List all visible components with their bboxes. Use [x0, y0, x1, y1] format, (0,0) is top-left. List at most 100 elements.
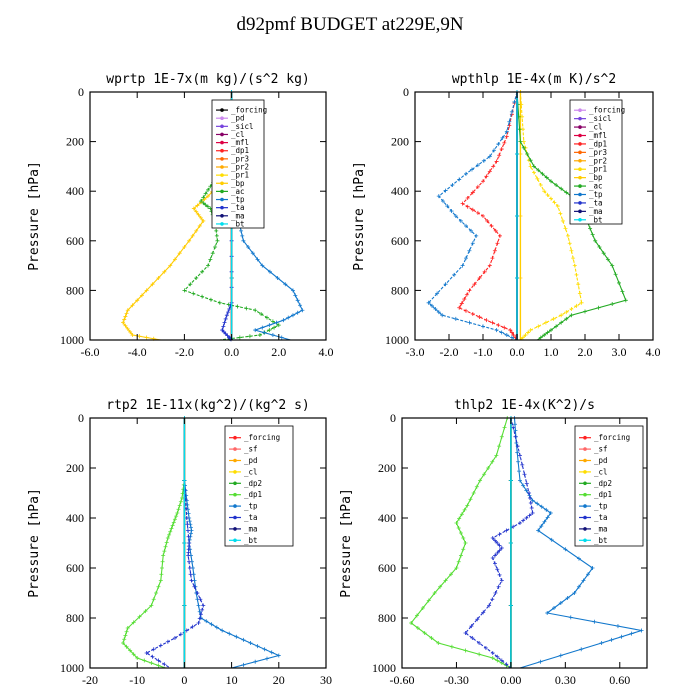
- series-point-tp: [586, 572, 591, 577]
- series-point-dp1: [509, 330, 514, 335]
- series-point-dp1: [457, 305, 462, 310]
- series-point-ac: [267, 328, 272, 333]
- legend-entry: _forcing: [231, 106, 267, 115]
- x-tick-label: 0.0: [224, 345, 239, 359]
- series-point-ta: [165, 639, 170, 644]
- series-point-bp: [125, 326, 130, 331]
- y-tick-label: 0: [390, 411, 396, 425]
- series-point-ta: [527, 491, 532, 495]
- legend-entry: _pr2: [589, 156, 607, 165]
- series-point-ac: [549, 179, 553, 184]
- series-point-ac: [194, 276, 199, 280]
- series-point-dp1: [131, 620, 136, 625]
- legend-marker: [233, 481, 237, 486]
- series-point-ac: [528, 158, 533, 163]
- x-tick-label: 4.0: [319, 345, 334, 359]
- series-point-ta: [158, 643, 163, 648]
- series-point-tp: [545, 515, 550, 520]
- series-point-ta: [172, 636, 177, 640]
- series-point-pr1: [563, 226, 568, 231]
- series-point-ta: [490, 651, 495, 655]
- y-tick-label: 200: [66, 135, 84, 149]
- series-point-ta: [521, 518, 526, 523]
- series-point-dp1: [175, 511, 180, 515]
- legend-marker: [578, 108, 582, 113]
- series-point-tp: [469, 167, 474, 172]
- series-point-ta: [493, 553, 498, 558]
- series-point-dp1: [154, 591, 159, 595]
- y-tick-label: 800: [66, 283, 84, 297]
- series-point-pr1: [535, 176, 540, 181]
- series-point-tp: [433, 307, 438, 311]
- series-point-dp1: [481, 179, 485, 184]
- series-point-pr1: [559, 313, 564, 318]
- series-point-ac: [217, 300, 222, 305]
- series-point-ta: [151, 647, 156, 652]
- legend-marker: [220, 222, 224, 226]
- legend-marker: [578, 158, 582, 163]
- series-point-ac: [554, 324, 559, 329]
- series-point-tp: [449, 209, 454, 214]
- legend-marker: [578, 217, 582, 222]
- series-line-tp: [427, 91, 518, 341]
- series-point-tp: [619, 634, 624, 639]
- series-point-dp1: [470, 207, 475, 212]
- series-point-dp1: [502, 325, 507, 330]
- series-point-tp: [504, 333, 509, 338]
- series-point-pr1: [571, 256, 576, 261]
- y-tick-label: 600: [66, 234, 84, 248]
- series-point-tp: [494, 328, 499, 333]
- series-point-bt: [182, 478, 187, 483]
- series-point-dp1: [471, 491, 476, 495]
- series-point-dp1: [459, 512, 464, 517]
- x-tick-label: 2.0: [271, 345, 286, 359]
- series-point-ta: [504, 528, 509, 533]
- series-point-bp: [168, 263, 173, 268]
- series-point-dp1: [482, 269, 487, 274]
- series-point-dp1: [465, 204, 470, 209]
- series-point-dp1: [458, 531, 463, 535]
- series-point-dp1: [472, 282, 477, 287]
- series-point-dp1: [159, 566, 164, 570]
- series-point-ac: [617, 280, 621, 285]
- series-point-ta: [185, 522, 190, 527]
- series-point-dp1: [457, 516, 462, 521]
- x-tick-label: 1.0: [544, 345, 559, 359]
- series-point-ac: [198, 199, 203, 204]
- legend-marker: [578, 184, 582, 188]
- series-point-ta: [224, 313, 229, 318]
- figure-title: d92pmf BUDGET at229E,9N: [236, 14, 464, 35]
- series-point-ta: [497, 543, 502, 548]
- series-point-dp1: [494, 453, 499, 458]
- series-point-ac: [213, 245, 218, 249]
- series-point-bp: [206, 194, 210, 199]
- series-point-dp1: [151, 597, 156, 602]
- series-point-bp: [137, 334, 142, 339]
- series-point-dp1: [475, 184, 480, 189]
- plot-frame: [414, 91, 654, 341]
- y-tick-label: 1000: [372, 661, 396, 675]
- series-point-dp1: [487, 169, 492, 174]
- series-point-ac: [272, 325, 277, 330]
- legend-entry: _tp: [594, 502, 608, 511]
- legend-entry: _ma: [231, 211, 245, 220]
- legend-marker: [233, 492, 237, 497]
- series-point-ac: [569, 313, 574, 318]
- series-point-ta: [187, 566, 192, 570]
- series-point-pr1: [538, 183, 543, 187]
- legend-entry: _pr3: [589, 148, 607, 157]
- series-point-dp1: [125, 626, 130, 630]
- series-line-dp1: [458, 91, 518, 341]
- series-point-tp: [214, 625, 219, 630]
- series-point-dp1: [449, 644, 454, 649]
- series-point-tp: [504, 129, 509, 134]
- series-point-dp1: [498, 233, 502, 238]
- series-point-ac: [257, 333, 262, 338]
- series-point-pr1: [567, 241, 572, 246]
- series-point-tp: [189, 528, 194, 533]
- series-point-dp1: [495, 658, 500, 663]
- series-point-ta: [495, 541, 500, 545]
- series-point-tp: [470, 241, 475, 246]
- series-point-tp: [440, 313, 445, 318]
- series-point-dp1: [508, 328, 513, 333]
